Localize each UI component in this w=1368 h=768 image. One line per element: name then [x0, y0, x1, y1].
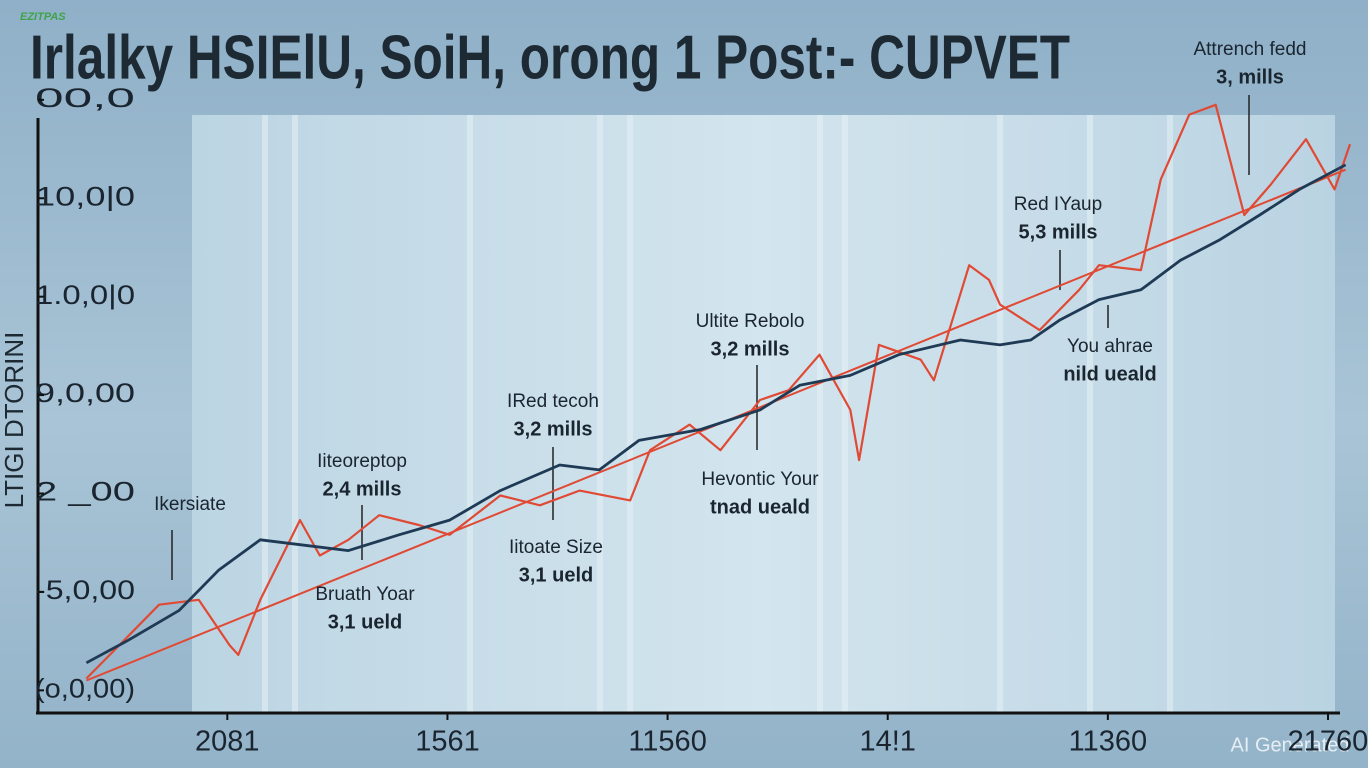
y-tick-label: 10,0|0 [35, 181, 135, 211]
annotation: nild ueald [1063, 363, 1156, 385]
y-tick-label: 1.0,0|0 [35, 280, 135, 310]
arrows [171, 95, 1250, 580]
series-line [85, 163, 1347, 665]
annotation: Red IYaup [1014, 194, 1102, 215]
annotation: You ahrae [1067, 336, 1153, 357]
annotation: Bruath Yoar [315, 584, 415, 605]
annotation: Ultite Rebolo [696, 311, 805, 332]
annotation: 2,4 mills [323, 478, 402, 500]
y-tick-label: 9,0,00 [35, 378, 135, 408]
y-tick-label: (o,0,00) [35, 673, 135, 703]
y-axis-label: LTIGI DTORINI [0, 332, 29, 509]
annotation: tnad ueald [710, 496, 810, 518]
y-tick-label: -5,0,00 [35, 575, 135, 605]
chart-title: Irlalky HSIElU, SoiH, orong 1 Post:- CUP… [30, 23, 1070, 92]
x-tick-label: 11560 [628, 726, 707, 758]
annotation: 5,3 mills [1019, 221, 1098, 243]
annotation: Hevontic Your [701, 469, 819, 490]
annotation: 3, mills [1216, 66, 1284, 88]
y-tick-label: 2 _00 [35, 477, 135, 507]
annotation: 3,2 mills [711, 338, 790, 360]
annotation: Iiteoreptop [317, 451, 407, 472]
x-tick-label: 1561 [415, 726, 480, 758]
series-line [85, 103, 1352, 680]
watermark: AI Generated [1231, 734, 1350, 756]
annotation: 3,2 mills [514, 418, 593, 440]
annotation: IRed tecoh [507, 391, 599, 412]
annotation: 3,1 ueld [328, 611, 402, 633]
y-tick-label: 00,0 [35, 83, 135, 113]
badge: EZITPAS [20, 11, 66, 23]
plot-panel [192, 115, 1335, 712]
x-tick-label: 21760 [1288, 726, 1368, 758]
annotation: Ikersiate [154, 494, 226, 515]
annotation: Attrench fedd [1193, 39, 1306, 60]
annotation: 3,1 ueld [519, 564, 593, 586]
x-tick-label: 11360 [1069, 726, 1148, 758]
x-tick-label: 2081 [195, 726, 260, 758]
x-tick-label: 14!1 [859, 726, 915, 758]
annotation: Iitoate Size [509, 537, 603, 558]
stripes [262, 115, 1173, 712]
